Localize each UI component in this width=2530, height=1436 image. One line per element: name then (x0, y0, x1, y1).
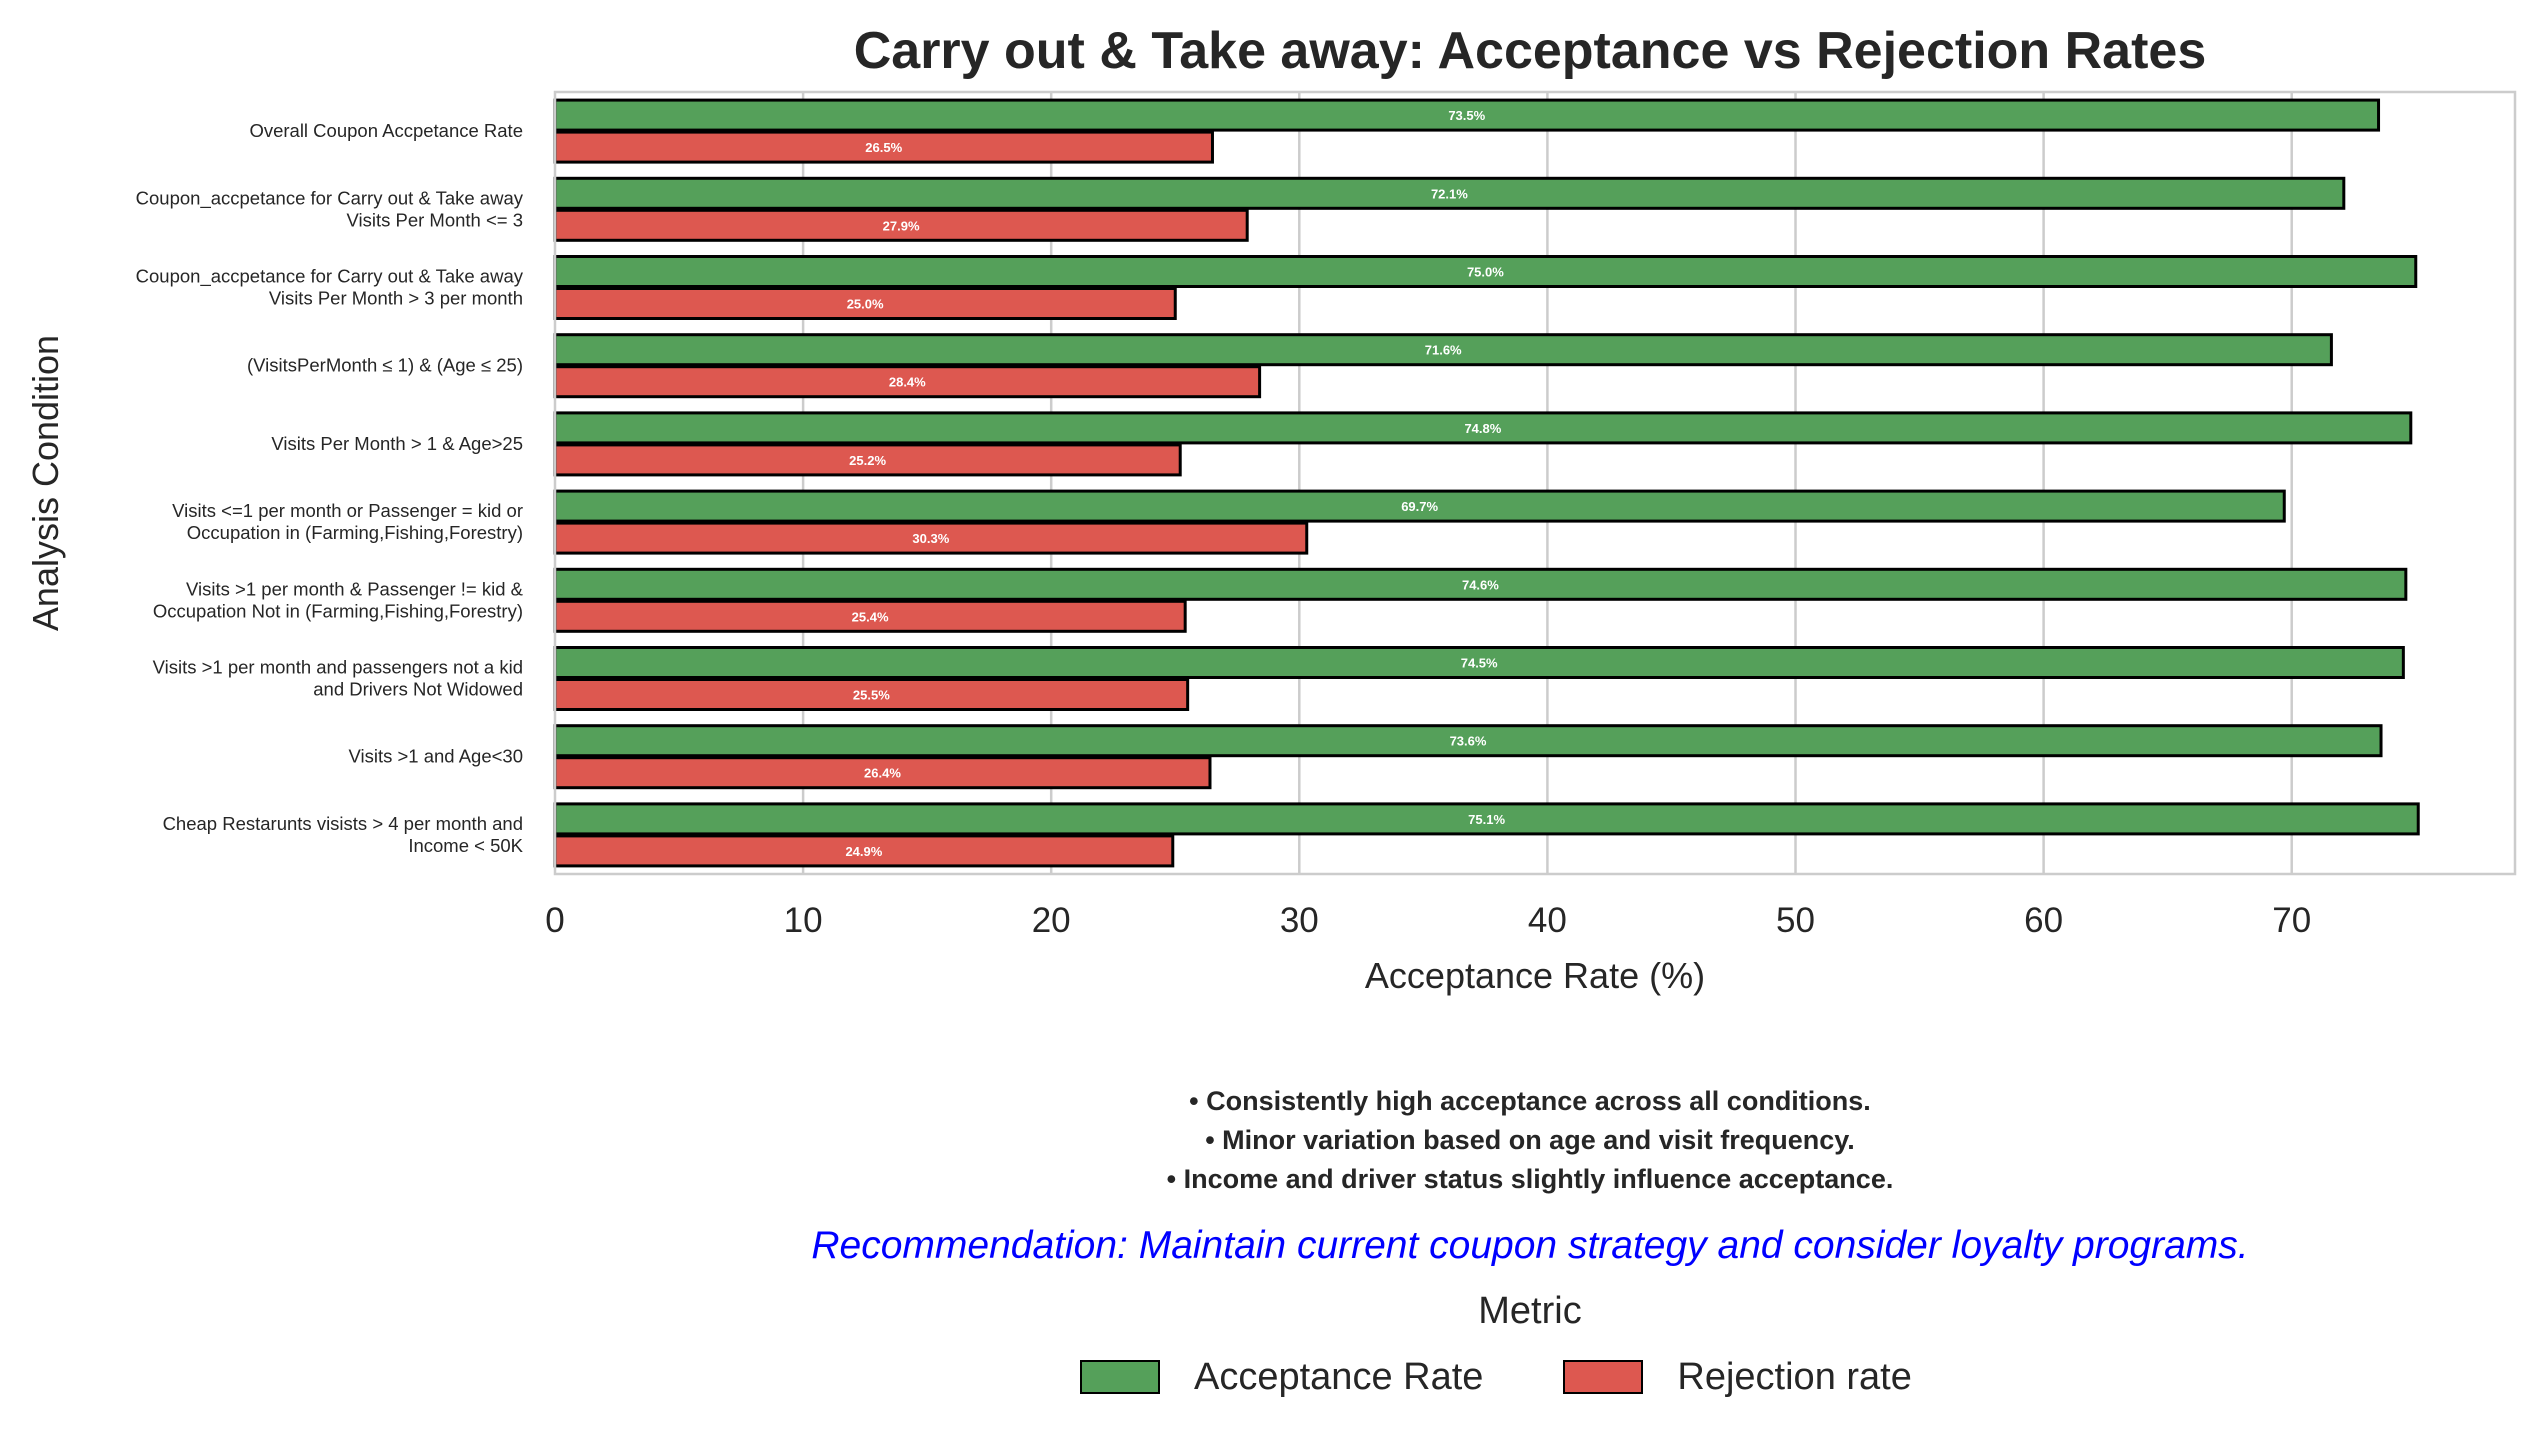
rejection-bar (553, 443, 1182, 477)
rejection-bar (553, 365, 1262, 399)
y-tick-label-line: Visits >1 and Age<30 (348, 746, 523, 767)
y-tick-label-line: (VisitsPerMonth ≤ 1) & (Age ≤ 25) (247, 355, 523, 376)
data-labels: 73.5% 26.5% 72.1% 27.9% 75.0% 25.0% 71.6% 28.4%… (845, 108, 1505, 859)
rejection-value-label: 24.9% (845, 844, 882, 859)
y-tick-labels: Overall Coupon Accpetance Rate Coupon_acc… (136, 120, 524, 856)
y-tick-label: Visits >1 per month & Passenger != kid &… (153, 578, 524, 621)
rejection-value-label: 25.4% (852, 609, 889, 624)
legend-swatch-rejection (1563, 1360, 1644, 1394)
y-tick-label: (VisitsPerMonth ≤ 1) & (Age ≤ 25) (247, 355, 523, 376)
legend-swatch-acceptance (1080, 1360, 1160, 1394)
acceptance-value-label: 73.5% (1448, 108, 1485, 123)
acceptance-value-label: 75.1% (1468, 812, 1505, 827)
acceptance-value-label: 74.6% (1462, 577, 1499, 592)
x-tick-label: 10 (784, 901, 823, 940)
y-tick-label-line: Overall Coupon Accpetance Rate (249, 120, 523, 141)
rejection-bar (553, 834, 1175, 868)
rejection-value-label: 25.2% (849, 453, 886, 468)
y-tick-label: Visits <=1 per month or Passenger = kid … (172, 500, 523, 543)
legend-label-rejection: Rejection rate (1677, 1355, 1912, 1398)
rejection-value-label: 26.5% (865, 140, 902, 155)
rejection-bar (553, 678, 1190, 711)
rejection-bar (553, 287, 1177, 320)
acceptance-value-label: 71.6% (1425, 343, 1462, 358)
legend-title: Metric (1478, 1290, 1582, 1332)
y-axis-label: Analysis Condition (25, 335, 66, 631)
y-tick-label-line: Cheap Restarunts visists > 4 per month a… (163, 813, 523, 834)
y-tick-label-line: Visits Per Month > 3 per month (269, 288, 523, 309)
rejection-bar (553, 521, 1309, 555)
rejection-bar (553, 599, 1187, 633)
y-tick-label: Coupon_accpetance for Carry out & Take a… (136, 266, 524, 309)
acceptance-bar (553, 333, 2333, 367)
x-tick-label: 60 (2024, 901, 2063, 940)
y-tick-label-line: Occupation Not in (Farming,Fishing,Fores… (153, 600, 523, 621)
note-2: • Minor variation based on age and visit… (1205, 1125, 1855, 1155)
acceptance-bar (553, 255, 2418, 288)
y-tick-label: Coupon_accpetance for Carry out & Take a… (136, 187, 524, 230)
y-tick-label: Visits >1 per month and passengers not a… (153, 657, 523, 700)
rejection-value-label: 30.3% (912, 531, 949, 546)
acceptance-bar (553, 724, 2383, 758)
y-tick-label-line: Income < 50K (408, 835, 523, 856)
y-tick-label-line: Coupon_accpetance for Carry out & Take a… (136, 187, 524, 209)
note-1: • Consistently high acceptance across al… (1189, 1086, 1871, 1116)
rejection-value-label: 25.5% (853, 688, 890, 703)
acceptance-bar (553, 646, 2405, 679)
chart-title: Carry out & Take away: Acceptance vs Rej… (854, 22, 2207, 80)
rejection-bar (553, 130, 1214, 164)
x-axis-label: Acceptance Rate (%) (1365, 955, 1705, 996)
x-tick-label: 20 (1032, 901, 1071, 940)
y-tick-label-line: Visits Per Month > 1 & Age>25 (271, 433, 523, 454)
y-tick-label-line: Visits >1 per month and passengers not a… (153, 657, 523, 678)
x-tick-label: 50 (1776, 901, 1815, 940)
x-tick-label: 40 (1528, 901, 1567, 940)
acceptance-value-label: 74.8% (1464, 421, 1501, 436)
x-tick-label: 70 (2272, 901, 2311, 940)
rejection-value-label: 26.4% (864, 766, 901, 781)
note-3: • Income and driver status slightly infl… (1166, 1164, 1894, 1194)
acceptance-value-label: 72.1% (1431, 186, 1468, 201)
legend-label-acceptance: Acceptance Rate (1194, 1355, 1484, 1398)
x-tick-label: 0 (545, 901, 564, 940)
y-tick-label: Visits >1 and Age<30 (348, 746, 523, 767)
acceptance-bar (553, 567, 2408, 601)
rejection-value-label: 28.4% (889, 375, 926, 390)
plot-frame (553, 90, 2517, 876)
y-tick-label-line: Coupon_accpetance for Carry out & Take a… (136, 266, 524, 288)
rejection-value-label: 27.9% (883, 218, 920, 233)
legend-item-acceptance: Acceptance Rate (1080, 1356, 1483, 1399)
y-tick-label-line: Visits Per Month <= 3 (346, 209, 523, 230)
acceptance-value-label: 73.6% (1450, 734, 1487, 749)
rejection-bar (553, 756, 1212, 790)
acceptance-value-label: 75.0% (1467, 265, 1504, 280)
acceptance-value-label: 74.5% (1461, 656, 1498, 671)
acceptance-value-label: 69.7% (1401, 499, 1438, 514)
bars (553, 98, 2420, 868)
x-tick-label: 30 (1280, 901, 1319, 940)
rejection-value-label: 25.0% (847, 297, 884, 312)
recommendation-text: Recommendation: Maintain current coupon … (811, 1224, 2249, 1267)
y-tick-label-line: Visits <=1 per month or Passenger = kid … (172, 500, 523, 521)
x-tick-labels: 0 10 20 30 40 50 60 70 (545, 901, 2311, 940)
y-tick-label-line: and Drivers Not Widowed (313, 679, 523, 700)
legend: Acceptance Rate Rejection rate (1080, 1352, 1992, 1402)
y-tick-label-line: Occupation in (Farming,Fishing,Forestry) (187, 522, 523, 543)
y-tick-label: Cheap Restarunts visists > 4 per month a… (163, 813, 524, 856)
y-tick-label: Overall Coupon Accpetance Rate (249, 120, 523, 141)
acceptance-bar (553, 176, 2346, 210)
y-tick-label: Visits Per Month > 1 & Age>25 (271, 433, 523, 454)
legend-item-rejection: Rejection rate (1563, 1355, 1912, 1399)
y-tick-label-line: Visits >1 per month & Passenger != kid & (186, 578, 524, 599)
